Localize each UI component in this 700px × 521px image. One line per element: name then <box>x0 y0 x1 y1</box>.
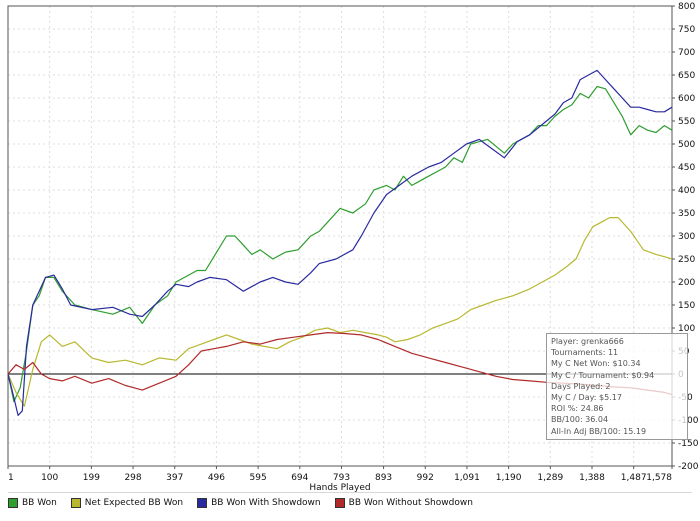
y-tick-label: 100 <box>678 324 695 334</box>
y-tick-label: 150 <box>678 301 695 311</box>
legend-swatch <box>8 498 18 508</box>
y-tick-label: -100 <box>678 416 699 426</box>
x-tick-label: 298 <box>124 473 141 483</box>
legend-label: BB Won With Showdown <box>211 498 321 508</box>
x-tick-label: 1,388 <box>579 473 605 483</box>
legend-label: Net Expected BB Won <box>84 498 184 508</box>
x-tick-label: 1,289 <box>537 473 563 483</box>
x-tick-label: 397 <box>166 473 183 483</box>
stat-line: All-In Adj BB/100: 15.19 <box>551 426 647 436</box>
x-tick-label: 992 <box>417 473 434 483</box>
legend-swatch <box>334 498 345 508</box>
x-tick-label: 1,578 <box>646 473 672 483</box>
y-tick-label: 550 <box>678 117 695 127</box>
x-tick-label: 893 <box>375 473 392 483</box>
stat-line: Player: grenka666 <box>551 337 624 346</box>
legend-label: BB Won <box>22 498 57 508</box>
x-tick-label: 694 <box>291 473 308 483</box>
series-line-1 <box>7 85 673 403</box>
y-tick-label: 750 <box>678 25 695 35</box>
legend-item: BB Won Without Showdown <box>334 498 473 508</box>
y-tick-label: 500 <box>678 140 695 150</box>
y-tick-label: 450 <box>678 163 695 173</box>
y-tick-label: -200 <box>678 462 699 472</box>
y-tick-label: 350 <box>678 209 695 219</box>
y-tick-label: 800 <box>678 2 695 12</box>
y-tick-label: 600 <box>678 94 695 104</box>
y-tick-label: 700 <box>678 48 695 58</box>
y-tick-label: 650 <box>678 71 695 81</box>
legend-item: BB Won <box>8 498 57 508</box>
series-line-2 <box>7 217 673 407</box>
legend-label: BB Won Without Showdown <box>348 498 473 508</box>
legend-item: BB Won With Showdown <box>197 498 321 508</box>
legend-swatch <box>197 498 208 508</box>
stat-line: ROI %: 24.86 <box>551 404 604 414</box>
stat-line: Days Played: 2 <box>551 381 611 391</box>
stat-line: My C / Day: $5.17 <box>551 393 622 403</box>
y-tick-label: 200 <box>678 278 695 288</box>
stat-line: My C / Tournament: $0.94 <box>551 370 655 380</box>
stat-line: My C Net Won: $10.34 <box>551 359 641 369</box>
x-tick-label: 100 <box>41 473 58 483</box>
stat-line: Tournaments: 11 <box>551 348 619 358</box>
x-tick-label: 595 <box>250 473 267 483</box>
stat-line: BB/100: 36.04 <box>551 415 609 425</box>
y-tick-label: 300 <box>678 232 695 242</box>
legend-item: Net Expected BB Won <box>70 498 184 508</box>
x-axis-ticks: 1 100 199 298 397 496 595 694 793 893 992 1,091 1,19… <box>7 466 673 483</box>
x-tick-label: 1,091 <box>454 473 480 483</box>
series-line-3 <box>7 69 673 416</box>
legend-swatch <box>70 498 81 508</box>
x-tick-label: 793 <box>333 473 350 483</box>
legend: BB Won Net Expected BB Won BB Won With Sho… <box>8 492 692 513</box>
x-tick-label: 1,190 <box>496 473 522 483</box>
x-tick-label: 496 <box>208 473 225 483</box>
y-tick-label: 400 <box>678 186 695 196</box>
x-tick-label: 1 <box>8 473 14 483</box>
y-tick-label: 250 <box>678 255 695 265</box>
x-tick-label: 199 <box>83 473 100 483</box>
stats-box: Player: grenka666 Tournaments: 11 My C Net… <box>546 333 688 440</box>
x-axis-title: Hands Played <box>309 483 370 492</box>
x-tick-label: 1,487 <box>621 473 647 483</box>
y-tick-label: -150 <box>678 439 699 449</box>
